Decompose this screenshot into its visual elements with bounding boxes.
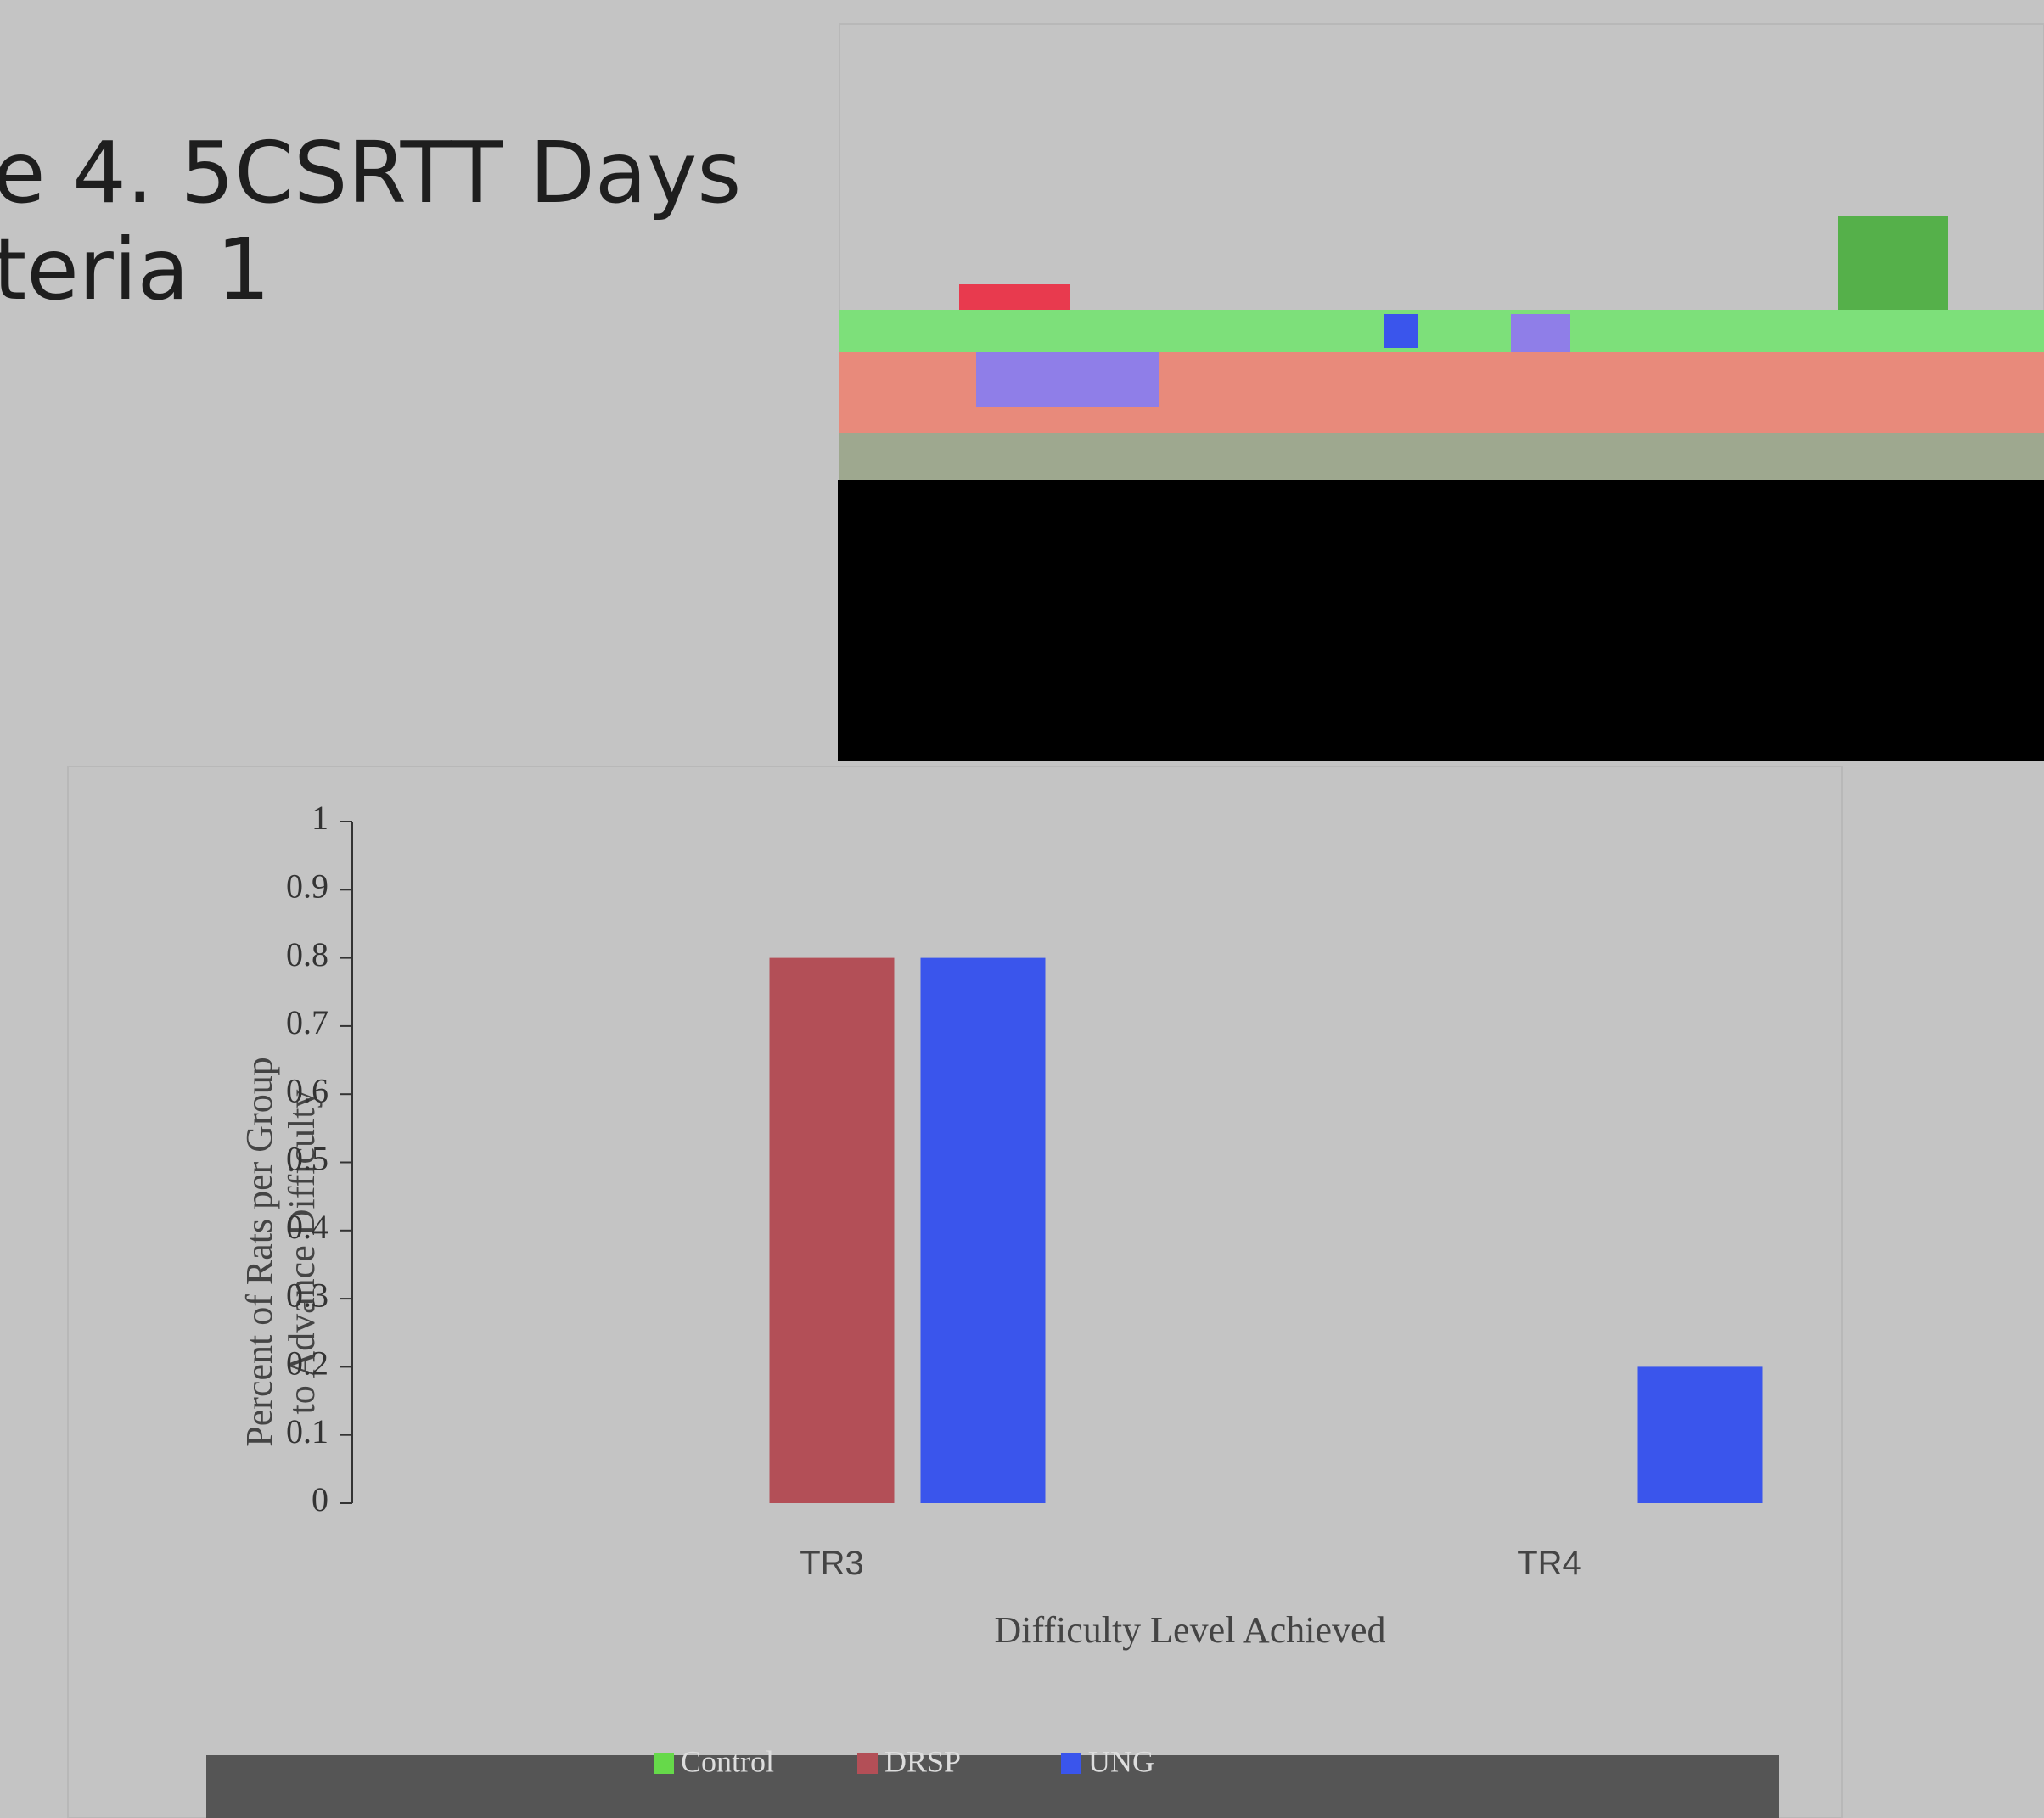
legend-label: UNG xyxy=(1088,1744,1154,1778)
bar xyxy=(770,958,895,1503)
x-tick-label: TR4 xyxy=(1517,1545,1581,1582)
bar xyxy=(1638,1366,1763,1503)
y-axis-label: Percent of Rats per Group to Advance Dif… xyxy=(239,1057,323,1446)
glitch-band xyxy=(840,433,2044,480)
legend-swatch xyxy=(1061,1753,1081,1774)
glitch-band xyxy=(1511,314,1570,352)
background xyxy=(0,0,2044,1818)
slide-title-line: teria 1 xyxy=(0,220,270,319)
legend-band xyxy=(206,1755,1779,1818)
x-tick-label: TR3 xyxy=(800,1545,864,1582)
slide: e 4. 5CSRTT Days teria 1 Difficulty Leve… xyxy=(0,0,2044,1818)
y-tick-label: 0.9 xyxy=(286,867,328,905)
glitch-band xyxy=(976,352,1159,407)
y-axis-label-line: Percent of Rats per Group xyxy=(239,1057,280,1446)
x-axis-label: Difficulty Level Achieved xyxy=(994,1609,1385,1651)
y-tick-label: 0.5 xyxy=(286,1140,328,1178)
bar xyxy=(921,958,1046,1503)
legend-swatch xyxy=(857,1753,878,1774)
legend-label: DRSP xyxy=(884,1744,961,1778)
y-tick-label: 1 xyxy=(312,799,328,837)
glitch-block xyxy=(959,284,1070,310)
black-block xyxy=(838,480,2044,761)
slide-title-line: e 4. 5CSRTT Days xyxy=(0,123,741,222)
glitch-band xyxy=(1384,314,1418,348)
y-tick-label: 0.4 xyxy=(286,1208,328,1246)
y-tick-label: 0.8 xyxy=(286,935,328,974)
legend-label: Control xyxy=(681,1744,774,1778)
y-tick-label: 0.6 xyxy=(286,1071,328,1109)
legend-swatch xyxy=(654,1753,674,1774)
y-tick-label: 0.7 xyxy=(286,1003,328,1041)
y-tick-label: 0.3 xyxy=(286,1276,328,1314)
glitch-block xyxy=(1838,216,1948,310)
glitch-band xyxy=(840,310,2044,352)
y-tick-label: 0.1 xyxy=(286,1412,328,1450)
y-tick-label: 0 xyxy=(312,1480,328,1518)
y-tick-label: 0.2 xyxy=(286,1344,328,1383)
page: {"slide": {"title_lines": ["e 4. 5CSRTT … xyxy=(0,0,2044,1818)
